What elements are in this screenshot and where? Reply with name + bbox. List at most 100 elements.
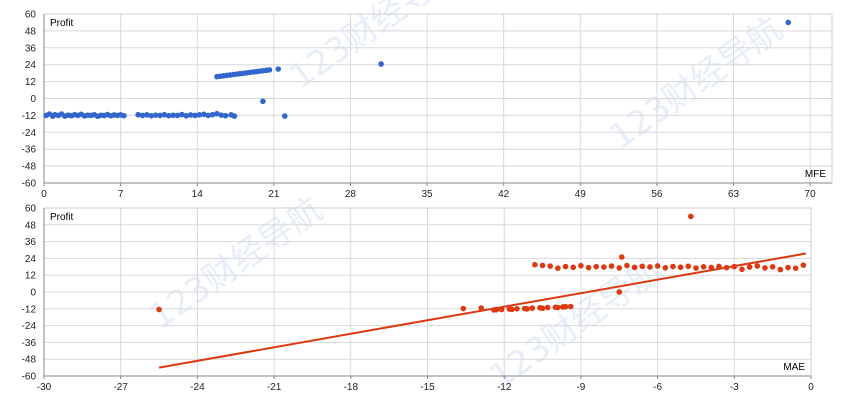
mae-x-ticks: -30 -27 -24 -21 -18 -15 -12 -9 -6 -3 0: [37, 376, 814, 393]
mae-y-tick-label: 12: [25, 271, 37, 282]
mae-data-point: [562, 303, 569, 310]
mae-x-tick-label: -12: [497, 382, 512, 393]
mae-data-point: [529, 305, 536, 311]
mfe-axes: [43, 13, 833, 184]
mae-data-point: [539, 305, 546, 312]
mfe-y-tick-label: -12: [22, 111, 37, 122]
mae-data-point: [593, 263, 600, 270]
mfe-data-point: [187, 112, 194, 118]
mae-y-axis-label: Profit: [50, 212, 74, 223]
mfe-data-point: [174, 112, 181, 119]
mfe-x-tick-label: 28: [345, 189, 357, 200]
mae-data-point: [562, 263, 569, 270]
mae-y-tick-label: 48: [25, 220, 37, 231]
mae-data-point: [509, 306, 515, 313]
mfe-x-tick-label: 35: [421, 189, 433, 200]
mae-data-point: [493, 306, 500, 313]
mae-y-tick-label: 24: [25, 254, 37, 265]
mfe-data-point: [378, 61, 384, 67]
mae-data-point: [777, 266, 784, 273]
svg-text:123财经导航: 123财经导航: [602, 9, 790, 157]
mae-data-point: [739, 266, 745, 273]
mae-data-point: [708, 264, 715, 271]
mae-y-tick-label: 0: [30, 288, 36, 299]
watermark-layer: 123财经导航 123财经导航 123财经导航 123财经导航: [142, 0, 790, 397]
mae-y-tick-label: -12: [22, 304, 37, 315]
mae-x-tick-label: -24: [190, 382, 205, 393]
mae-data-point: [762, 265, 768, 271]
mae-data-point: [532, 261, 538, 268]
mfe-data-point: [179, 111, 185, 118]
mae-y-tick-label: -48: [22, 355, 37, 366]
mae-data-point: [639, 263, 646, 270]
mae-data-point: [670, 263, 676, 270]
mae-data-point: [688, 213, 694, 220]
mfe-data-point: [170, 112, 176, 119]
mae-y-ticks: -60 -48 -36 -24 -12 0 12 24 36 48 60: [22, 204, 37, 383]
mae-x-tick-label: -30: [37, 382, 52, 393]
mae-data-point: [616, 265, 623, 271]
mae-data-point: [460, 305, 467, 312]
mfe-data-point: [200, 111, 207, 118]
mae-data-point: [524, 306, 531, 312]
mae-data-point: [567, 303, 574, 310]
mae-data-point: [685, 263, 692, 270]
mfe-data-point: [281, 113, 288, 119]
mfe-points: [43, 19, 792, 120]
mfe-data-point: [144, 112, 150, 118]
mfe-grid: [43, 13, 832, 184]
mae-x-axis-label: MAE: [783, 362, 805, 373]
mae-data-point: [585, 264, 592, 271]
mae-data-point: [769, 264, 776, 270]
mae-scatter-chart: -60 -48 -36 -24 -12 0 12 24 36 48 60 -30 -27 -24 -21 -…: [22, 204, 815, 394]
mae-x-tick-label: -9: [576, 382, 585, 393]
mae-grid: [43, 207, 812, 377]
mfe-y-tick-label: 12: [25, 77, 37, 88]
mae-data-point: [654, 263, 661, 269]
mfe-y-tick-label: -36: [22, 145, 37, 156]
mfe-x-tick-label: 42: [498, 189, 510, 200]
mfe-data-point: [161, 111, 168, 118]
mae-data-point: [156, 306, 162, 313]
svg-text:123财经导航: 123财经导航: [282, 0, 470, 97]
mae-data-point: [800, 262, 807, 268]
mfe-x-tick-label: 63: [728, 189, 740, 200]
mae-data-point: [731, 263, 738, 270]
mfe-data-point: [157, 112, 163, 119]
mae-points: [156, 213, 807, 313]
mfe-data-point: [266, 67, 273, 73]
mae-x-tick-label: -3: [730, 382, 739, 393]
mfe-x-tick-label: 0: [41, 189, 47, 200]
mae-data-point: [616, 289, 623, 295]
mae-y-tick-label: 60: [25, 204, 37, 215]
mae-y-tick-label: -24: [22, 321, 37, 332]
mfe-y-ticks: -60 -48 -36 -24 -12 0 12 24 36 48 60: [22, 10, 37, 190]
mae-x-tick-label: -27: [113, 382, 128, 393]
mae-y-tick-label: -60: [22, 372, 37, 383]
mae-y-tick-label: -36: [22, 338, 37, 349]
mae-x-tick-label: -6: [653, 382, 662, 393]
mae-data-point: [570, 264, 577, 271]
mfe-data-point: [152, 112, 159, 118]
mfe-data-point: [218, 112, 225, 118]
mfe-y-tick-label: -60: [22, 179, 37, 190]
mae-data-point: [514, 306, 520, 312]
mfe-data-point: [785, 19, 792, 26]
mfe-data-point: [183, 113, 190, 119]
mae-y-tick-label: 36: [25, 237, 37, 248]
mae-data-point: [578, 262, 584, 269]
mae-x-tick-label: -15: [420, 382, 435, 393]
mfe-scatter-chart: -60 -48 -36 -24 -12 0 12 24 36 48 60 0 7 14 21 28 35 42 4…: [22, 10, 833, 200]
mae-data-point: [677, 264, 684, 271]
mfe-x-tick-label: 21: [268, 189, 280, 200]
mae-data-point: [792, 265, 799, 272]
mae-data-point: [662, 264, 669, 271]
mae-data-point: [555, 265, 561, 272]
mfe-y-tick-label: 24: [25, 60, 37, 71]
mfe-x-tick-label: 49: [575, 189, 587, 200]
mae-x-tick-label: -21: [267, 382, 282, 393]
mfe-data-point: [231, 113, 238, 119]
mae-data-point: [539, 262, 546, 269]
mfe-y-tick-label: -24: [22, 128, 37, 139]
mae-data-point: [746, 264, 753, 270]
